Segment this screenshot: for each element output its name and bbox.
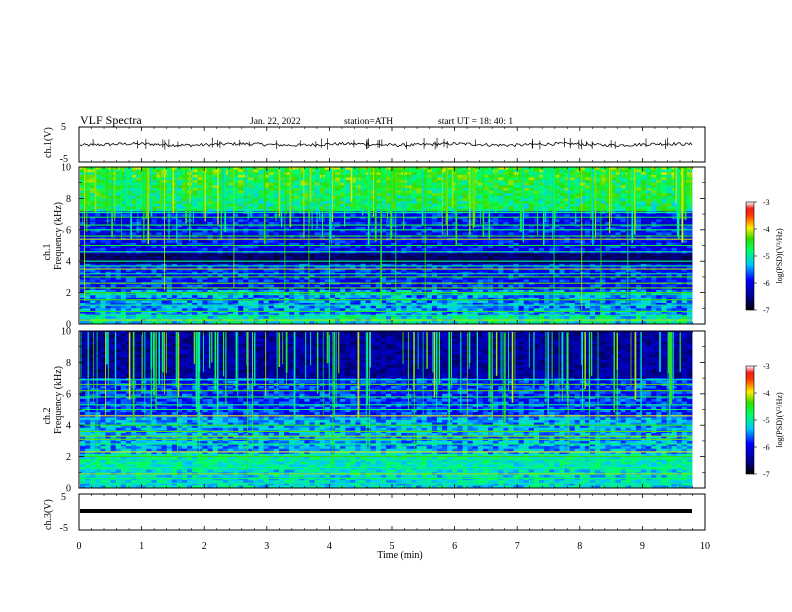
- time-tick-label: 7: [515, 541, 520, 552]
- frequency-tick-label: 4: [66, 421, 71, 432]
- colorbar-tick-label: -6: [763, 279, 770, 288]
- frequency-tick-label: 0: [66, 320, 71, 331]
- frequency-tick-label: 6: [66, 225, 71, 236]
- ch2-spectrogram-image: [78, 330, 706, 489]
- frequency-tick-label: 4: [66, 257, 71, 268]
- time-tick-label: 5: [390, 541, 395, 552]
- date-label: Jan. 22, 2022: [250, 117, 301, 127]
- colorbar-tick-label: -5: [763, 416, 770, 425]
- ch1-spec-ylabel: Frequency (kHz): [53, 202, 64, 270]
- time-tick-label: 4: [327, 541, 332, 552]
- colorbar-tick-label: -7: [763, 306, 770, 315]
- station-label: station=ATH: [344, 117, 393, 127]
- ch1-ytick-bottom: -5: [60, 154, 68, 165]
- time-tick-label: 10: [700, 541, 710, 552]
- colorbar-tick-label: -3: [763, 198, 770, 207]
- ch1-colorbar: -3 -4 -5 -6 -7 log(PSD)(V²/Hz): [745, 198, 784, 315]
- ch2-spec-channel-label: ch.2: [42, 408, 53, 425]
- time-axis: 0 1 2 3 4 5 6 7 8 9 10: [77, 127, 710, 552]
- ch2-frequency-ticks: 0 2 4 6 8 10: [61, 327, 705, 495]
- time-tick-label: 9: [640, 541, 645, 552]
- time-tick-label: 3: [264, 541, 269, 552]
- start-time-label: start UT = 18: 40: 1: [438, 117, 513, 127]
- ch1-ylabel: ch.1(V): [43, 127, 54, 158]
- colorbar-tick-label: -3: [763, 362, 770, 371]
- ch1-ytick-top: 5: [61, 122, 66, 133]
- ch2-spectrogram-panel: 0 2 4 6 8 10 ch.2 Frequency (kHz) -3 -4 -5 -6 -7 …: [42, 327, 784, 495]
- frequency-tick-label: 6: [66, 389, 71, 400]
- ch1-spec-channel-label: ch.1: [42, 244, 53, 261]
- figure-title: VLF Spectra: [80, 113, 142, 127]
- ch3-ytick-top: 5: [61, 492, 66, 503]
- ch2-spec-ylabel: Frequency (kHz): [53, 366, 64, 434]
- time-axis-label: Time (min): [377, 550, 422, 561]
- ch3-ytick-bottom: -5: [60, 523, 68, 534]
- colorbar-tick-label: -7: [763, 470, 770, 479]
- time-tick-label: 2: [202, 541, 207, 552]
- ch2-colorbar: -3 -4 -5 -6 -7 log(PSD)(V²/Hz): [745, 362, 784, 479]
- time-tick-label: 0: [77, 541, 82, 552]
- ch3-waveform-line: [80, 509, 692, 513]
- frequency-tick-label: 8: [66, 358, 71, 369]
- ch1-waveform-panel: 5 -5 ch.1(V): [43, 122, 706, 165]
- ch3-ylabel: ch.3(V): [43, 499, 54, 530]
- ch1-frequency-ticks: 0 2 4 6 8 10: [61, 163, 705, 331]
- ch2-colorbar-gradient: [745, 365, 755, 475]
- ch1-spikes: [79, 126, 705, 163]
- ch1-spectrogram-image: [78, 166, 706, 325]
- time-tick-label: 8: [577, 541, 582, 552]
- ch1-waveform-line: [79, 141, 693, 148]
- time-tick-label: 6: [452, 541, 457, 552]
- frequency-tick-label: 10: [61, 327, 71, 338]
- frequency-tick-label: 2: [66, 452, 71, 463]
- colorbar-tick-label: -4: [763, 389, 770, 398]
- frequency-tick-label: 10: [61, 163, 71, 174]
- frequency-tick-label: 0: [66, 484, 71, 495]
- colorbar-tick-label: -4: [763, 225, 770, 234]
- ch1-spectrogram-panel: 0 2 4 6 8 10 ch.1 Frequency (kHz) -3 -4 -5 -6 -7 …: [42, 163, 784, 331]
- frequency-tick-label: 2: [66, 288, 71, 299]
- ch1-colorbar-label: log(PSD)(V²/Hz): [775, 228, 784, 284]
- time-tick-label: 1: [139, 541, 144, 552]
- ch1-colorbar-gradient: [745, 201, 755, 311]
- colorbar-tick-label: -6: [763, 443, 770, 452]
- ch3-waveform-panel: 5 -5 ch.3(V): [43, 492, 706, 534]
- ch2-colorbar-label: log(PSD)(V²/Hz): [775, 392, 784, 448]
- frequency-tick-label: 8: [66, 194, 71, 205]
- colorbar-tick-label: -5: [763, 252, 770, 261]
